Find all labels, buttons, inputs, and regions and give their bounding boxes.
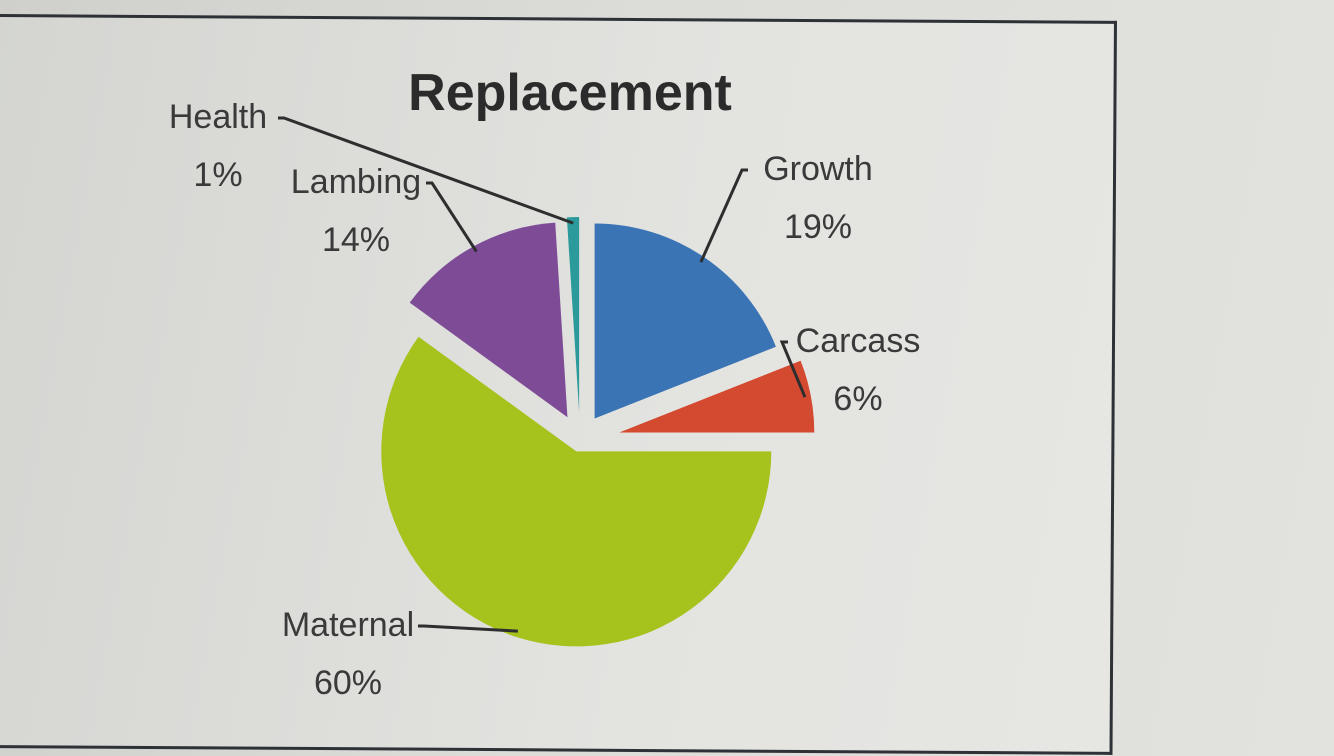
slice-label-growth: Growth <box>763 150 873 188</box>
leader-line-health <box>278 116 574 225</box>
pie-slice-lambing <box>409 222 568 418</box>
slice-label-lambing: Lambing <box>291 163 421 201</box>
pie-slices <box>381 217 815 647</box>
slice-label-carcass: Carcass <box>796 322 921 360</box>
slice-value-carcass: 6% <box>833 380 882 418</box>
leader-line-maternal <box>418 624 518 633</box>
pie-slice-carcass <box>619 360 815 433</box>
leader-line-growth <box>699 168 748 263</box>
slice-labels: Growth 19% Carcass 6% Maternal 60% Lambing 14% H… <box>169 98 920 702</box>
pie-slice-growth <box>594 223 776 419</box>
slice-value-health: 1% <box>193 156 242 194</box>
slice-label-health: Health <box>169 98 267 136</box>
slice-value-maternal: 60% <box>314 664 382 702</box>
chart-title: Replacement <box>408 64 732 122</box>
pie-slice-maternal <box>381 336 772 647</box>
leader-line-lambing <box>426 181 478 253</box>
pie-slice-health <box>566 217 580 413</box>
slice-value-growth: 19% <box>784 208 852 246</box>
slice-value-lambing: 14% <box>322 221 390 259</box>
leader-line-carcass <box>779 340 807 398</box>
slice-label-maternal: Maternal <box>282 606 414 644</box>
leader-lines <box>278 116 807 633</box>
